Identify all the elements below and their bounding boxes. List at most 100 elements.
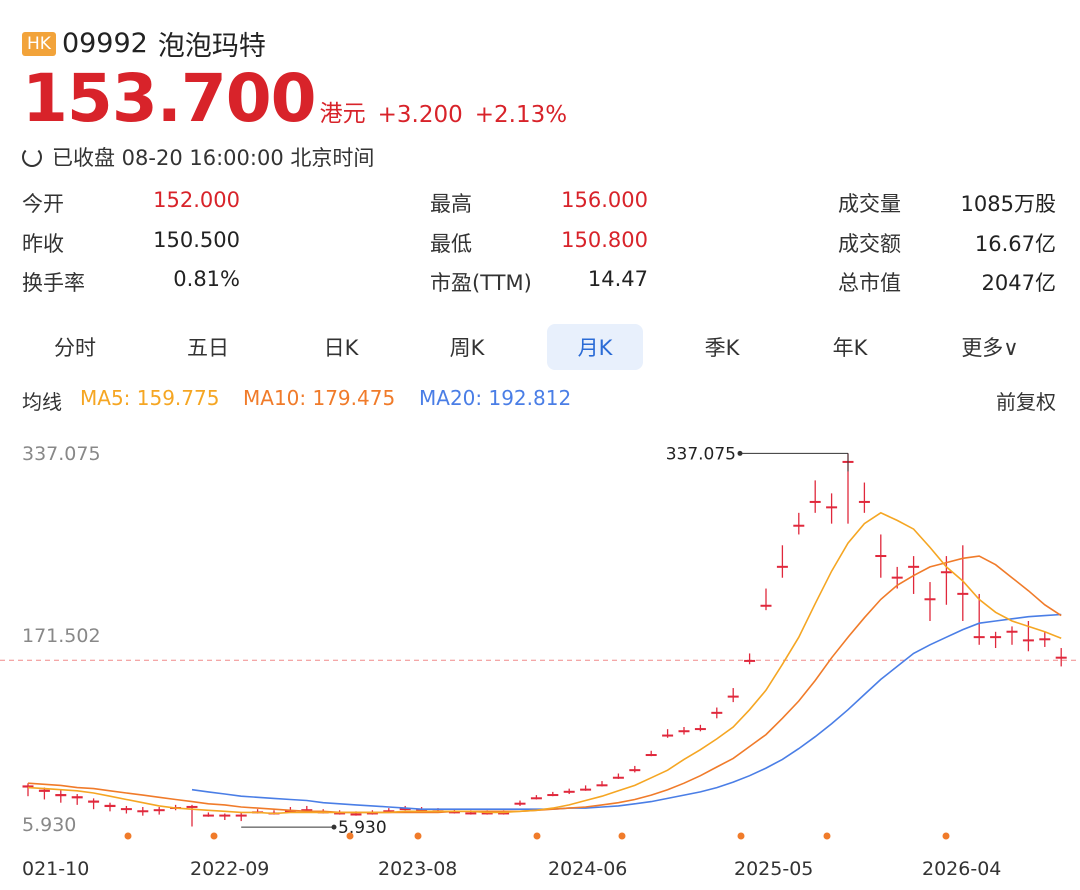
price-change: +3.200 xyxy=(377,102,463,128)
y-tick-label: 337.075 xyxy=(22,443,101,465)
candle-body xyxy=(88,800,100,803)
candle-body xyxy=(186,805,198,808)
candle-body xyxy=(38,789,50,792)
tab-period[interactable]: 周K xyxy=(449,336,485,360)
stock-name: 泡泡玛特 xyxy=(157,31,266,62)
price-row: 153.700 港元 +3.200 +2.13% xyxy=(22,66,567,132)
candle-body xyxy=(662,734,674,737)
tab-period[interactable]: 季K xyxy=(704,336,740,360)
candle-body xyxy=(1055,656,1067,659)
stat-label: 成交额 xyxy=(838,232,901,256)
candle-body xyxy=(711,711,723,714)
x-tick-label: 021-10 xyxy=(22,858,90,880)
candle-body xyxy=(940,571,952,574)
candle-body xyxy=(104,804,116,808)
stat-value: 2047亿 xyxy=(981,271,1056,295)
candle-body xyxy=(891,576,903,579)
y-tick-label: 171.502 xyxy=(22,625,101,647)
stock-code: 09992 xyxy=(61,28,148,59)
tab-period[interactable]: 日K xyxy=(323,336,359,360)
ma10-value: MA10: 179.475 xyxy=(243,386,396,410)
stat-label: 总市值 xyxy=(838,271,901,295)
candle-body xyxy=(612,776,624,779)
stat-label: 换手率 xyxy=(22,271,85,295)
stat-label: 市盈(TTM) xyxy=(430,271,532,295)
kline-chart[interactable]: 337.075 5.930 xyxy=(0,420,1080,860)
low-price-label: 5.930 xyxy=(338,818,387,838)
candle-body xyxy=(1039,638,1051,641)
candle-body xyxy=(399,808,411,811)
status-text: 已收盘 08-20 16:00:00 北京时间 xyxy=(52,146,375,170)
ma20-line xyxy=(191,613,1062,810)
candle-body xyxy=(1022,639,1034,642)
candle-body xyxy=(366,812,378,815)
event-dot xyxy=(823,832,831,840)
candle-body xyxy=(547,794,559,797)
stat-label: 最低 xyxy=(430,232,472,256)
ma-label: 均线 xyxy=(22,390,62,414)
candle-body xyxy=(924,598,936,601)
price-change-pct: +2.13% xyxy=(474,102,568,128)
tab-period[interactable]: 五日 xyxy=(187,336,229,360)
candle-body xyxy=(727,695,739,698)
currency-unit: 港元 xyxy=(319,101,366,127)
candle-body xyxy=(875,555,887,558)
ma20-value: MA20: 192.812 xyxy=(419,386,572,410)
candle-body xyxy=(826,506,838,509)
candle-body xyxy=(465,812,477,815)
candle-body xyxy=(530,797,542,800)
market-status: 已收盘 08-20 16:00:00 北京时间 xyxy=(22,142,374,172)
candle-body xyxy=(793,524,805,527)
candle-body xyxy=(629,769,641,772)
candle-body xyxy=(694,728,706,731)
tab-period[interactable]: 年K xyxy=(832,336,868,360)
candle-body xyxy=(235,814,247,817)
candle-body xyxy=(990,636,1002,639)
candle-body xyxy=(973,636,985,639)
stat-value: 14.47 xyxy=(587,267,648,291)
candle-body xyxy=(448,811,460,814)
stat-label: 最高 xyxy=(430,192,472,216)
stat-label: 成交量 xyxy=(838,192,901,216)
candle-body xyxy=(334,812,346,815)
ma10-line xyxy=(27,555,1062,814)
candle-body xyxy=(383,810,395,813)
candle-body xyxy=(1006,630,1018,633)
clock-icon xyxy=(22,147,42,167)
tab-period[interactable]: 月K xyxy=(547,324,643,370)
candle-body xyxy=(957,592,969,595)
adjust-toggle[interactable]: 前复权 xyxy=(996,390,1056,414)
current-price: 153.700 xyxy=(22,60,317,137)
ma5-line xyxy=(27,511,1062,815)
y-tick-label: 5.930 xyxy=(22,814,77,836)
candle-body xyxy=(809,500,821,503)
candle-body xyxy=(55,794,67,797)
candle-body xyxy=(301,809,313,812)
candle-body xyxy=(776,565,788,568)
high-marker-dot xyxy=(737,450,743,456)
candle-body xyxy=(71,796,83,799)
x-tick-label: 2026-04 xyxy=(922,858,1002,880)
candle-body xyxy=(481,812,493,815)
event-dot xyxy=(618,832,626,840)
candle-body xyxy=(202,814,214,817)
stat-value: 0.81% xyxy=(173,267,240,291)
tab-period[interactable]: 更多∨ xyxy=(961,336,1019,360)
stat-value: 152.000 xyxy=(153,188,240,212)
candle-body xyxy=(580,788,592,791)
stat-value: 156.000 xyxy=(561,188,648,212)
event-dot xyxy=(942,832,950,840)
stat-label: 今开 xyxy=(22,192,64,216)
tab-period[interactable]: 分时 xyxy=(54,336,96,360)
candle-body xyxy=(22,785,34,788)
candle-body xyxy=(219,814,231,817)
candle-body xyxy=(596,784,608,787)
stat-value: 1085万股 xyxy=(960,192,1056,216)
stat-label: 昨收 xyxy=(22,232,64,256)
candle-body xyxy=(137,810,149,813)
x-tick-label: 2024-06 xyxy=(548,858,628,880)
stock-header: HK 09992 泡泡玛特 xyxy=(22,24,266,63)
candle-body xyxy=(858,500,870,503)
market-badge: HK xyxy=(22,31,56,56)
candle-body xyxy=(153,809,165,812)
